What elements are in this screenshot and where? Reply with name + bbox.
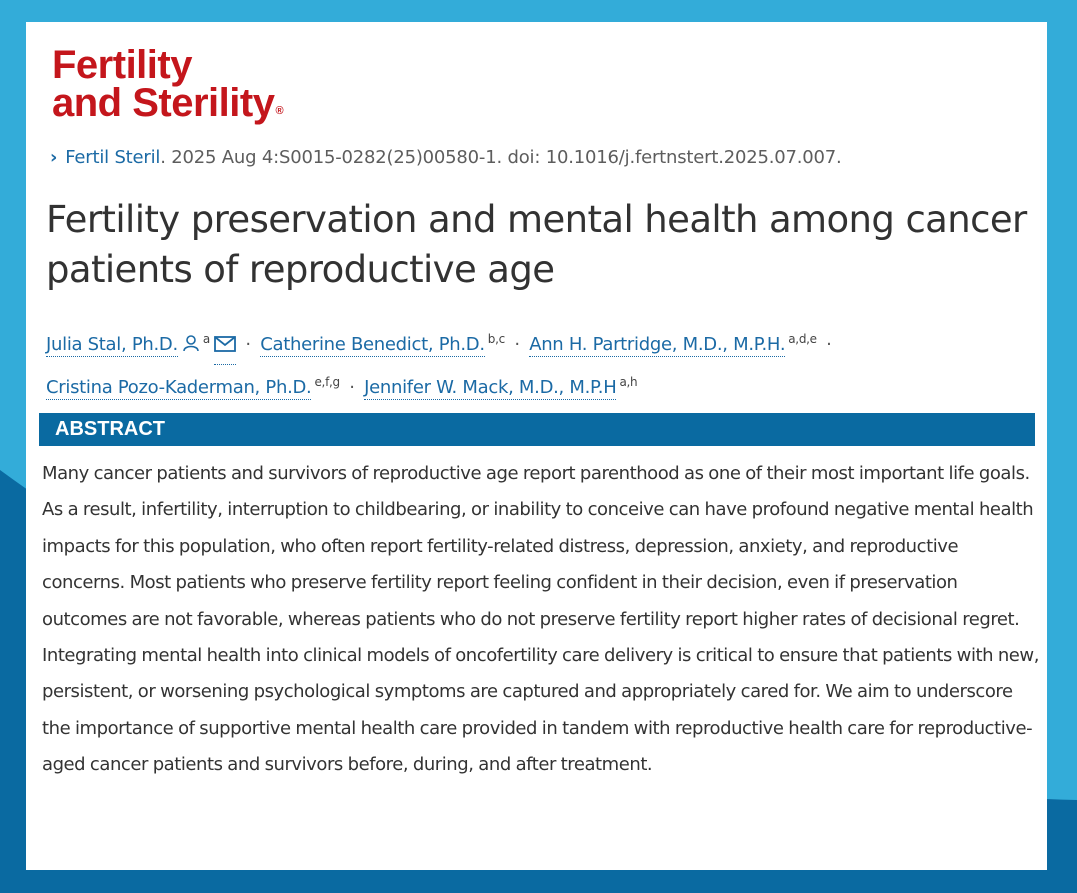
author-separator: · bbox=[349, 377, 355, 398]
abstract-text: Many cancer patients and survivors of re… bbox=[42, 463, 1039, 776]
author-link[interactable]: Catherine Benedict, Ph.D. bbox=[260, 334, 485, 357]
journal-link[interactable]: Fertil Steril bbox=[65, 147, 161, 168]
author-affiliation: a bbox=[202, 332, 210, 346]
registered-mark: ® bbox=[275, 105, 284, 117]
mail-icon[interactable] bbox=[213, 330, 236, 365]
citation-details: . 2025 Aug 4:S0015-0282(25)00580-1. doi:… bbox=[160, 147, 842, 168]
author-list: Julia Stal, Ph.D. a · Catherine Benedict,… bbox=[46, 322, 1026, 405]
logo-line-2: and Sterility® bbox=[52, 81, 284, 125]
chevron-right-icon[interactable]: › bbox=[50, 147, 58, 168]
author-separator: · bbox=[826, 334, 832, 355]
author-affiliation: a,h bbox=[619, 375, 638, 389]
author-link[interactable]: Jennifer W. Mack, M.D., M.P.H bbox=[364, 377, 617, 400]
article-card: Fertility and Sterility® › Fertil Steril.… bbox=[26, 22, 1047, 870]
person-icon[interactable] bbox=[182, 330, 200, 364]
citation-line: › Fertil Steril. 2025 Aug 4:S0015-0282(25… bbox=[50, 147, 842, 168]
author-item: Ann H. Partridge, M.D., M.P.H. a,d,e bbox=[529, 332, 817, 357]
author-link[interactable]: Ann H. Partridge, M.D., M.P.H. bbox=[529, 334, 786, 357]
author-item: Julia Stal, Ph.D. a bbox=[46, 332, 236, 365]
author-affiliation: a,d,e bbox=[788, 332, 817, 346]
author-item: Jennifer W. Mack, M.D., M.P.H a,h bbox=[364, 375, 638, 400]
author-separator: · bbox=[514, 334, 520, 355]
author-separator: · bbox=[245, 334, 251, 355]
author-link[interactable]: Julia Stal, Ph.D. bbox=[46, 334, 178, 357]
author-affiliation: b,c bbox=[487, 332, 505, 346]
article-title: Fertility preservation and mental health… bbox=[46, 198, 1027, 291]
author-item: Catherine Benedict, Ph.D. b,c bbox=[260, 332, 505, 357]
journal-logo[interactable]: Fertility and Sterility® bbox=[52, 43, 284, 130]
author-affiliation: e,f,g bbox=[314, 375, 340, 389]
author-link[interactable]: Cristina Pozo-Kaderman, Ph.D. bbox=[46, 377, 312, 400]
author-item: Cristina Pozo-Kaderman, Ph.D. e,f,g bbox=[46, 375, 340, 400]
abstract-heading: ABSTRACT bbox=[39, 413, 1035, 446]
logo-line-1: Fertility bbox=[52, 43, 192, 87]
